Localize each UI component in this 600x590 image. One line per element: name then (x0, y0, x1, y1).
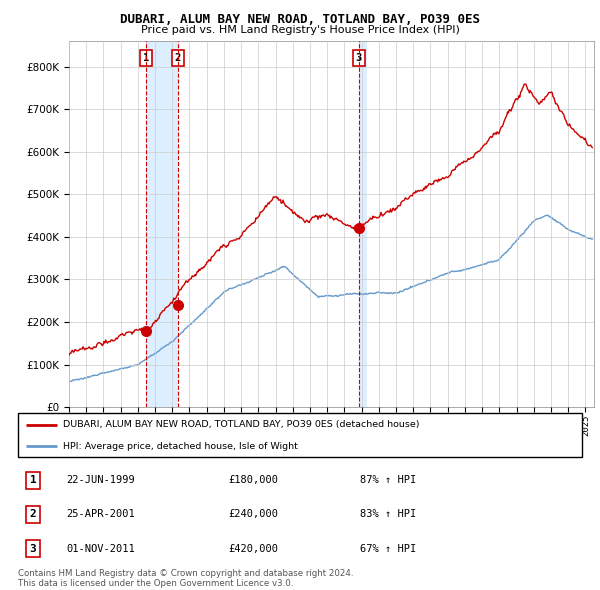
Text: DUBARI, ALUM BAY NEW ROAD, TOTLAND BAY, PO39 0ES (detached house): DUBARI, ALUM BAY NEW ROAD, TOTLAND BAY, … (63, 421, 419, 430)
Text: 83% ↑ HPI: 83% ↑ HPI (360, 510, 416, 519)
Bar (359, 41, 367, 407)
Text: 2: 2 (175, 53, 181, 63)
Text: 1: 1 (143, 53, 149, 63)
Text: 22-JUN-1999: 22-JUN-1999 (66, 476, 135, 485)
Text: Contains HM Land Registry data © Crown copyright and database right 2024.
This d: Contains HM Land Registry data © Crown c… (18, 569, 353, 588)
Text: 67% ↑ HPI: 67% ↑ HPI (360, 544, 416, 553)
Bar (146, 41, 178, 407)
Text: DUBARI, ALUM BAY NEW ROAD, TOTLAND BAY, PO39 0ES: DUBARI, ALUM BAY NEW ROAD, TOTLAND BAY, … (120, 13, 480, 26)
Text: 3: 3 (356, 53, 362, 63)
FancyBboxPatch shape (18, 413, 582, 457)
Text: Price paid vs. HM Land Registry's House Price Index (HPI): Price paid vs. HM Land Registry's House … (140, 25, 460, 35)
Text: 25-APR-2001: 25-APR-2001 (66, 510, 135, 519)
Text: £180,000: £180,000 (228, 476, 278, 485)
Text: HPI: Average price, detached house, Isle of Wight: HPI: Average price, detached house, Isle… (63, 442, 298, 451)
Text: £420,000: £420,000 (228, 544, 278, 553)
Text: £240,000: £240,000 (228, 510, 278, 519)
Text: 3: 3 (29, 544, 37, 553)
Text: 87% ↑ HPI: 87% ↑ HPI (360, 476, 416, 485)
Text: 1: 1 (29, 476, 37, 485)
Text: 01-NOV-2011: 01-NOV-2011 (66, 544, 135, 553)
Text: 2: 2 (29, 510, 37, 519)
